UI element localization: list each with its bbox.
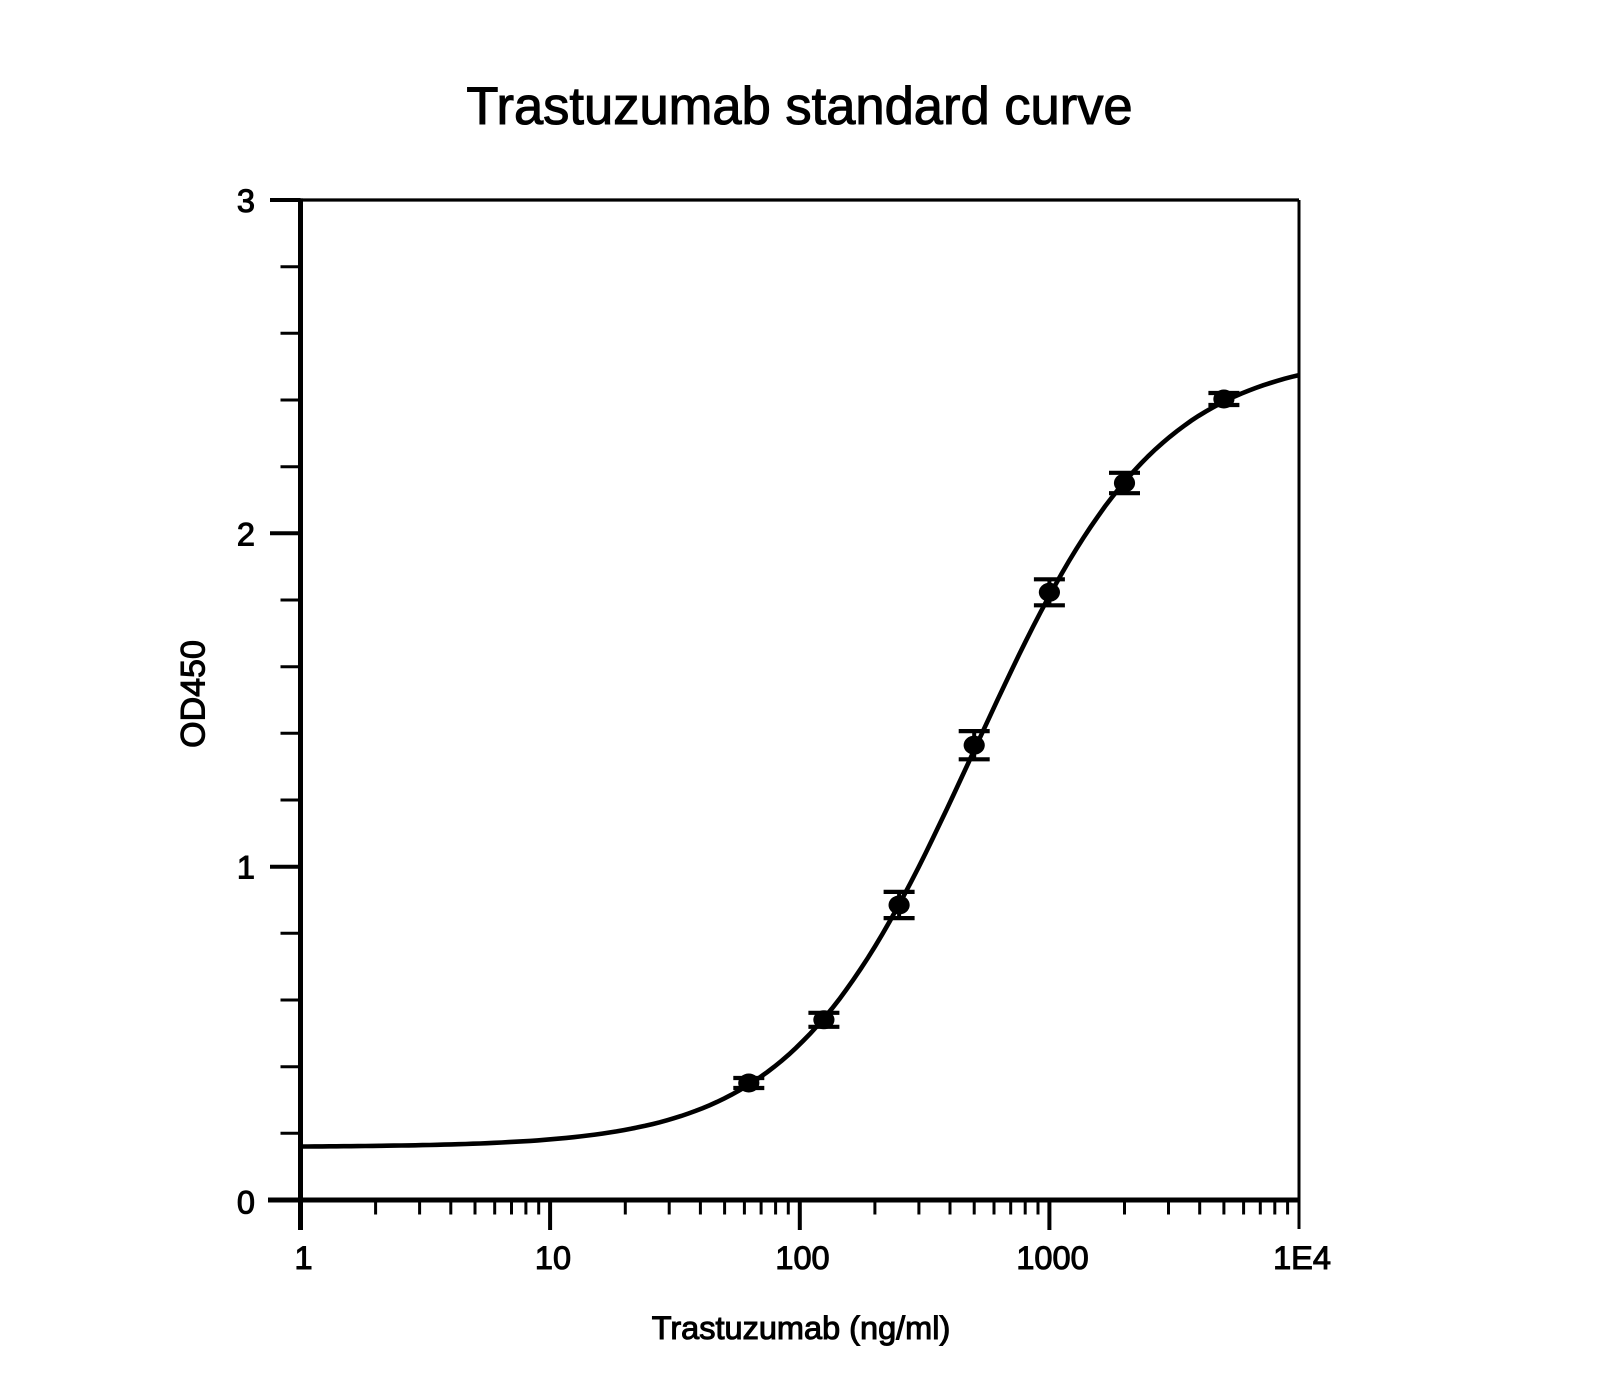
svg-text:1: 1 <box>294 1240 312 1276</box>
svg-text:Trastuzumab standard curve: Trastuzumab standard curve <box>466 77 1132 136</box>
svg-text:1: 1 <box>237 850 255 886</box>
svg-text:3: 3 <box>237 183 255 219</box>
svg-text:2: 2 <box>237 516 255 552</box>
svg-text:Trastuzumab (ng/ml): Trastuzumab (ng/ml) <box>652 1310 951 1346</box>
svg-text:100: 100 <box>775 1240 829 1276</box>
svg-text:1E4: 1E4 <box>1273 1240 1331 1276</box>
svg-text:10: 10 <box>535 1240 571 1276</box>
svg-text:OD450: OD450 <box>175 640 213 748</box>
svg-text:0: 0 <box>237 1185 255 1221</box>
svg-text:1000: 1000 <box>1016 1240 1088 1276</box>
